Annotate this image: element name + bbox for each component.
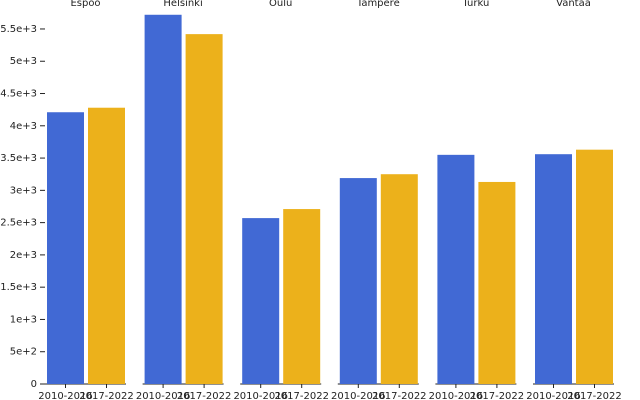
y-tick-label: 5.5e+3 [0, 24, 37, 35]
bar [339, 178, 377, 384]
bar [88, 107, 125, 384]
x-tick-label: 2017-2022 [274, 391, 329, 400]
facet-title: Espoo [70, 0, 100, 9]
y-tick-label: 3.5e+3 [0, 153, 37, 164]
bar [535, 154, 572, 384]
y-tick-label: 1.5e+3 [0, 282, 37, 293]
y-tick-label: 5e+3 [10, 56, 37, 67]
bar [478, 181, 516, 384]
x-tick-label: 2017-2022 [372, 391, 427, 400]
bar [380, 174, 418, 384]
x-tick-label: 2010-2016 [233, 391, 288, 400]
facet-title: Helsinki [163, 0, 202, 9]
x-tick-label: 2017-2022 [177, 391, 232, 400]
x-tick-label: 2010-2016 [136, 391, 191, 400]
x-tick-label: 2010-2016 [331, 391, 386, 400]
y-tick-label: 5e+2 [10, 347, 37, 358]
bar [437, 154, 475, 384]
x-tick-label: 2010-2016 [38, 391, 93, 400]
bar [283, 209, 321, 384]
bar [185, 34, 223, 385]
x-tick-label: 2017-2022 [470, 391, 525, 400]
y-tick-label: 0 [31, 379, 37, 390]
bar [576, 149, 613, 384]
y-tick-label: 3e+3 [10, 185, 37, 196]
x-tick-label: 2017-2022 [79, 391, 134, 400]
x-tick-label: 2017-2022 [567, 391, 622, 400]
bar [144, 14, 182, 385]
y-tick-label: 4e+3 [10, 121, 37, 132]
x-tick-label: 2010-2016 [429, 391, 484, 400]
bar [47, 112, 84, 384]
y-tick-label: 1e+3 [10, 314, 37, 325]
facet-title: Vantaa [556, 0, 591, 9]
facet-title: Turku [461, 0, 489, 9]
facet-title: Oulu [269, 0, 292, 9]
y-tick-label: 2e+3 [10, 250, 37, 261]
y-tick-label: 2.5e+3 [0, 218, 37, 229]
facet-title: Tampere [356, 0, 400, 9]
bar [242, 218, 280, 384]
y-tick-label: 4.5e+3 [0, 89, 37, 100]
x-tick-label: 2010-2016 [526, 391, 581, 400]
